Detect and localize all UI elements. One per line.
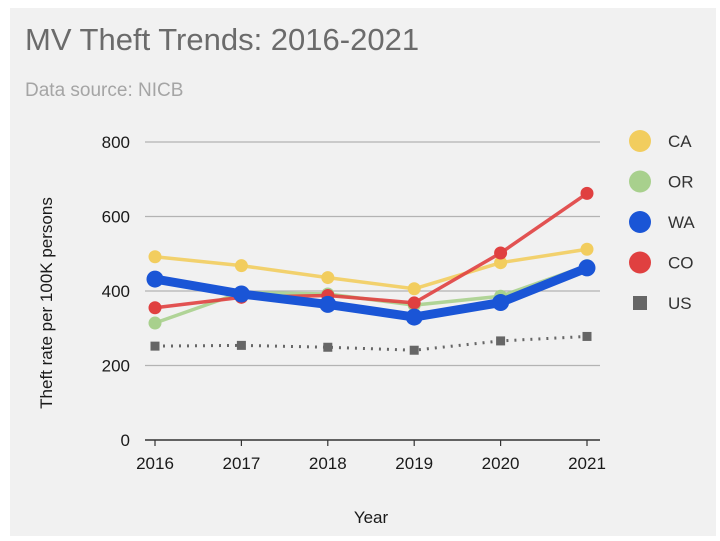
point-wa-2019 — [405, 308, 423, 326]
legend-label-us: US — [668, 294, 692, 313]
x-tick-label-2016: 2016 — [136, 454, 174, 473]
point-wa-2020 — [492, 294, 510, 312]
point-ca-2016 — [148, 250, 162, 264]
point-co-2016 — [148, 301, 162, 315]
legend-item-wa: WA — [629, 211, 695, 233]
point-wa-2017 — [232, 285, 250, 303]
legend-marker-ca — [629, 130, 651, 152]
point-us-2019 — [409, 345, 419, 355]
x-tick-label-2019: 2019 — [395, 454, 433, 473]
x-tick-label-2018: 2018 — [309, 454, 347, 473]
series-line-co — [153, 191, 589, 310]
point-wa-2018 — [319, 295, 337, 313]
legend-marker-wa — [629, 211, 651, 233]
series-wa — [146, 259, 596, 326]
point-us-2021 — [582, 331, 592, 341]
y-axis-title: Theft rate per 100K persons — [37, 197, 56, 409]
series-line-us — [154, 334, 588, 352]
x-tick-label-2020: 2020 — [482, 454, 520, 473]
chart-title: MV Theft Trends: 2016-2021 — [25, 22, 420, 57]
legend-label-or: OR — [668, 173, 694, 192]
x-axis-title: Year — [354, 508, 389, 527]
chart-panel — [10, 8, 716, 536]
point-ca-2020 — [494, 256, 508, 270]
series-ca — [148, 242, 594, 296]
y-tick-label-600: 600 — [102, 208, 130, 227]
grid-lines — [145, 141, 600, 367]
y-tick-label-0: 0 — [121, 431, 130, 450]
y-tick-label-800: 800 — [102, 133, 130, 152]
point-ca-2017 — [234, 259, 248, 273]
legend-item-ca: CA — [629, 130, 692, 152]
point-co-2019 — [407, 296, 421, 310]
point-us-2017 — [236, 340, 246, 350]
point-ca-2019 — [407, 282, 421, 296]
point-us-2018 — [323, 342, 333, 352]
series-line-wa — [150, 263, 592, 322]
legend-marker-us — [633, 296, 647, 310]
legend-label-ca: CA — [668, 132, 692, 151]
legend-item-us: US — [633, 294, 692, 313]
point-or-2016 — [148, 316, 162, 330]
point-ca-2021 — [580, 242, 594, 256]
x-tick-label-2021: 2021 — [568, 454, 606, 473]
legend-item-co: CO — [629, 251, 694, 274]
series-us — [150, 331, 592, 355]
point-us-2020 — [496, 336, 506, 346]
legend-label-wa: WA — [668, 213, 695, 232]
chart-subtitle: Data source: NICB — [25, 80, 184, 101]
point-us-2016 — [150, 341, 160, 351]
series-lines — [146, 186, 596, 355]
legend-item-or: OR — [629, 170, 694, 193]
series-line-ca — [153, 247, 589, 291]
y-tick-label-200: 200 — [102, 357, 130, 376]
point-co-2021 — [580, 186, 594, 200]
point-ca-2018 — [321, 271, 335, 285]
point-wa-2021 — [578, 259, 596, 277]
y-tick-label-400: 400 — [102, 282, 130, 301]
x-tick-label-2017: 2017 — [222, 454, 260, 473]
axes: 0 200 400 600 800 2016 2017 2018 2019 2020 2021 — [102, 133, 606, 473]
point-wa-2016 — [146, 270, 164, 288]
legend-marker-co — [629, 251, 651, 274]
point-co-2020 — [494, 246, 508, 260]
legend-label-co: CO — [668, 254, 694, 273]
legend-marker-or — [629, 170, 651, 193]
legend: CA OR WA CO US — [629, 130, 695, 313]
